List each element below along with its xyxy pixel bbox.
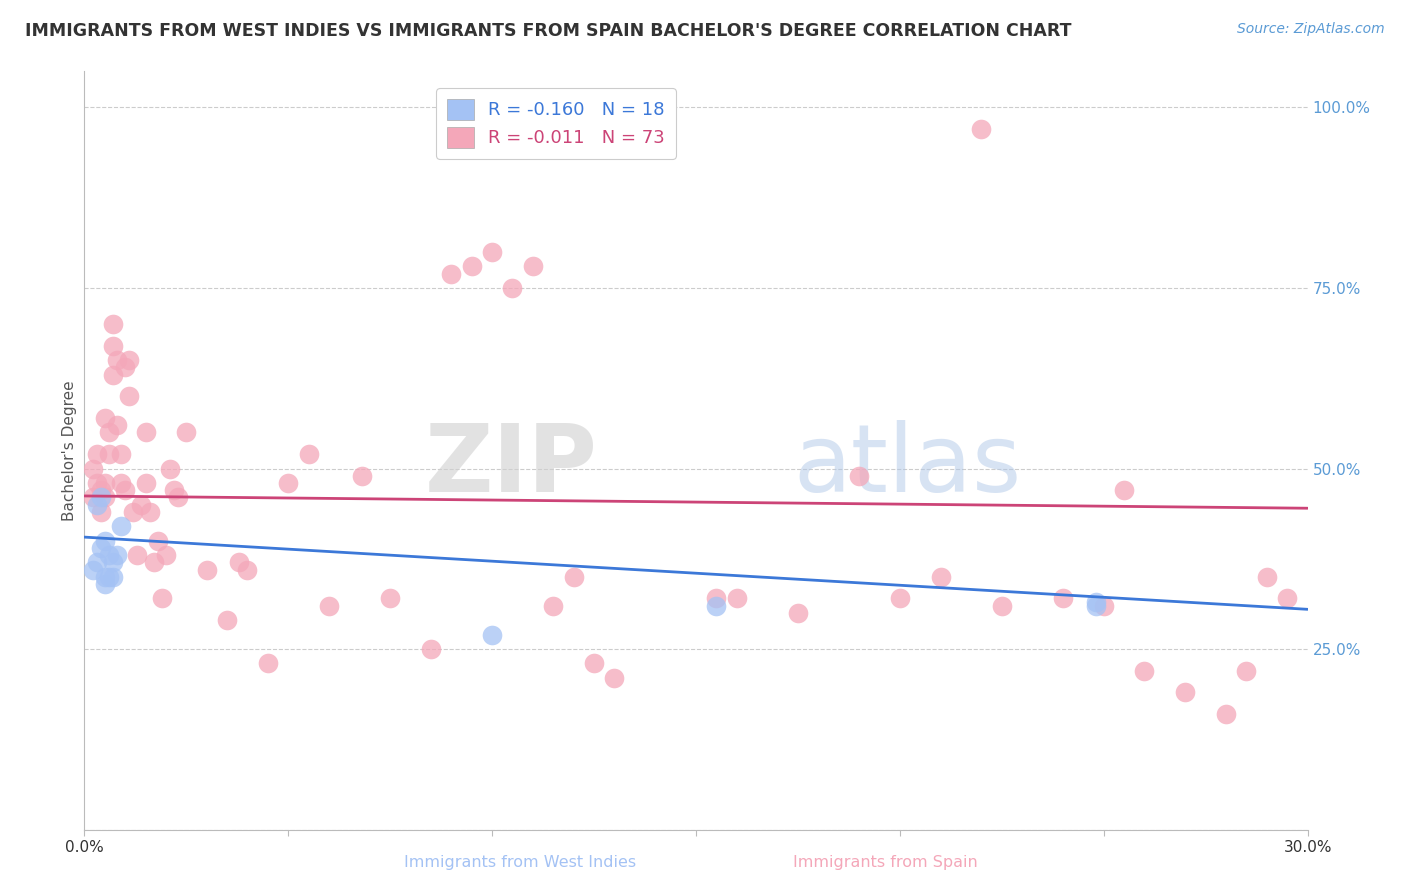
Point [101, 368, 124, 382]
Point [481, 627, 503, 641]
Point [1092, 599, 1115, 613]
Point [101, 317, 124, 331]
Point [86, 475, 108, 490]
Point [93, 411, 115, 425]
Point [97, 548, 120, 562]
Point [90, 491, 112, 505]
Point [481, 244, 503, 259]
Point [929, 570, 952, 584]
Point [86, 447, 108, 461]
Point [118, 389, 141, 403]
Y-axis label: Bachelor's Degree: Bachelor's Degree [62, 380, 77, 521]
Text: Source: ZipAtlas.com: Source: ZipAtlas.com [1237, 22, 1385, 37]
Point [1174, 685, 1197, 699]
Point [142, 555, 165, 569]
Point [440, 267, 463, 281]
Text: Immigrants from West Indies: Immigrants from West Indies [404, 855, 637, 870]
Point [502, 281, 524, 295]
Point [86, 555, 108, 569]
Point [93, 491, 115, 505]
Point [970, 122, 993, 136]
Point [110, 519, 132, 533]
Text: Immigrants from Spain: Immigrants from Spain [793, 855, 979, 870]
Point [114, 360, 136, 375]
Point [562, 570, 585, 584]
Legend: R = -0.160   N = 18, R = -0.011   N = 73: R = -0.160 N = 18, R = -0.011 N = 73 [436, 88, 676, 159]
Point [1114, 483, 1136, 498]
Point [114, 483, 136, 498]
Point [420, 642, 443, 657]
Point [257, 657, 280, 671]
Point [105, 353, 128, 368]
Point [127, 548, 149, 562]
Point [228, 555, 250, 569]
Point [90, 505, 112, 519]
Point [97, 570, 120, 584]
Point [150, 591, 173, 606]
Point [155, 548, 177, 562]
Point [217, 613, 239, 627]
Point [101, 570, 124, 584]
Point [461, 260, 484, 274]
Point [97, 425, 120, 440]
Point [1133, 664, 1156, 678]
Point [991, 599, 1014, 613]
Point [110, 475, 132, 490]
Point [706, 599, 728, 613]
Point [1256, 570, 1278, 584]
Point [848, 468, 870, 483]
Point [97, 447, 120, 461]
Point [380, 591, 402, 606]
Point [93, 475, 115, 490]
Text: ZIP: ZIP [425, 419, 598, 512]
Point [93, 577, 115, 591]
Point [1052, 591, 1074, 606]
Text: IMMIGRANTS FROM WEST INDIES VS IMMIGRANTS FROM SPAIN BACHELOR'S DEGREE CORRELATI: IMMIGRANTS FROM WEST INDIES VS IMMIGRANT… [25, 22, 1071, 40]
Point [82, 563, 104, 577]
Point [318, 599, 340, 613]
Point [105, 548, 128, 562]
Point [167, 491, 190, 505]
Point [195, 563, 218, 577]
Point [105, 418, 128, 433]
Point [1084, 599, 1107, 613]
Point [118, 353, 141, 368]
Point [236, 563, 259, 577]
Point [174, 425, 197, 440]
Point [101, 555, 124, 569]
Point [706, 591, 728, 606]
Point [889, 591, 911, 606]
Point [131, 498, 153, 512]
Point [298, 447, 321, 461]
Point [110, 447, 132, 461]
Point [1084, 595, 1107, 609]
Point [86, 498, 108, 512]
Point [522, 260, 544, 274]
Point [82, 461, 104, 475]
Point [350, 468, 373, 483]
Point [163, 483, 186, 498]
Point [159, 461, 181, 475]
Point [603, 671, 626, 685]
Point [101, 339, 124, 353]
Point [583, 657, 606, 671]
Point [543, 599, 565, 613]
Point [135, 425, 157, 440]
Point [1236, 664, 1258, 678]
Point [90, 541, 112, 555]
Point [725, 591, 748, 606]
Point [1277, 591, 1299, 606]
Point [135, 475, 157, 490]
Point [277, 475, 299, 490]
Point [1215, 706, 1237, 721]
Point [146, 533, 169, 548]
Point [93, 533, 115, 548]
Point [138, 505, 160, 519]
Point [90, 483, 112, 498]
Point [93, 570, 115, 584]
Text: atlas: atlas [794, 419, 1022, 512]
Point [787, 606, 810, 620]
Point [122, 505, 145, 519]
Point [82, 491, 104, 505]
